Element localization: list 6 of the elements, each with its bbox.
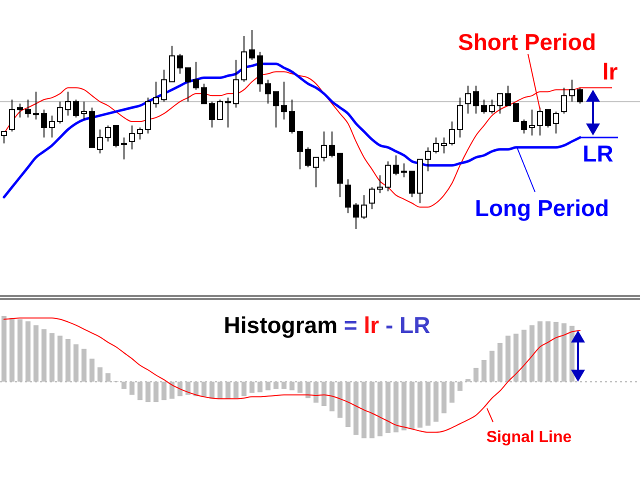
- legend-label: Long Period: [474, 195, 610, 221]
- text: lr: [602, 58, 618, 85]
- annotation: LR: [582, 140, 614, 166]
- series-label: Short Period: [458, 29, 596, 55]
- legend-label: Signal Line: [486, 429, 572, 446]
- chart-title: Histogram = lr - LR: [224, 312, 431, 338]
